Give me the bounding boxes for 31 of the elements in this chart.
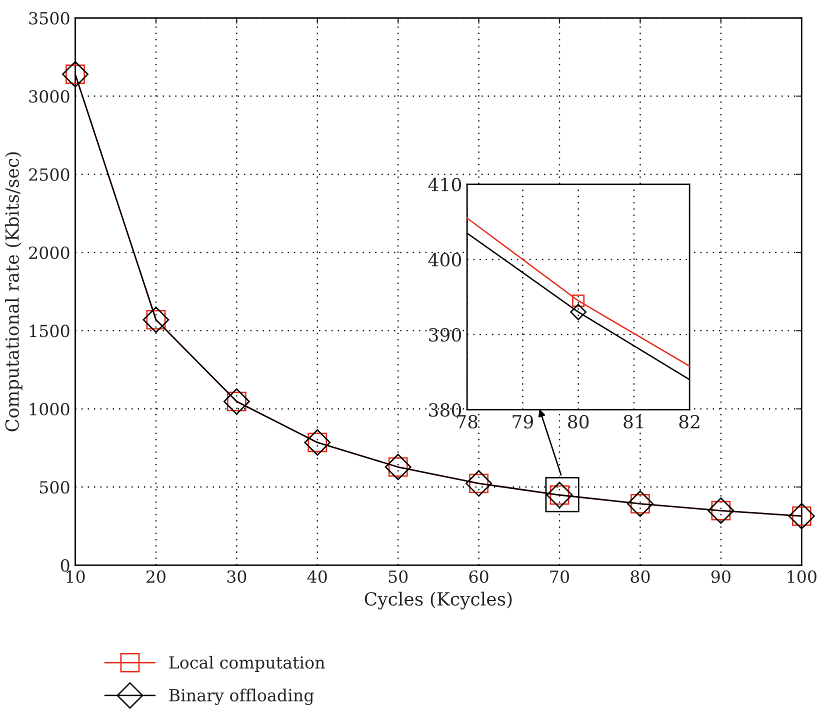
y-tick-label: 1500: [30, 324, 70, 338]
x-tick-label: 60: [469, 570, 488, 583]
y-tick-label: 410: [428, 178, 462, 192]
x-tick-label: 20: [146, 570, 166, 583]
y-axis-title: Computational rate (Kbits/sec): [4, 152, 22, 432]
y-tick-label: 2000: [29, 246, 70, 260]
y-tick-label: 390: [429, 328, 462, 342]
y-tick-label: 2500: [29, 168, 70, 181]
y-tick-label: 3500: [29, 12, 70, 25]
x-tick-label: 82: [679, 414, 700, 429]
x-tick-label: 10: [66, 570, 85, 583]
x-tick-label: 30: [227, 570, 246, 583]
y-tick-label: 500: [40, 480, 70, 494]
x-tick-label: 79: [512, 414, 533, 429]
x-tick-label: 81: [624, 414, 643, 429]
x-tick-label: 100: [788, 570, 816, 583]
x-tick-label: 80: [568, 414, 589, 429]
x-tick-label: 78: [457, 414, 478, 429]
x-tick-label: 70: [550, 570, 570, 583]
y-tick-label: 1000: [30, 402, 70, 416]
legend-label: Binary offloading: [169, 688, 314, 705]
x-tick-label: 50: [388, 570, 408, 583]
x-tick-label: 90: [711, 570, 730, 583]
y-tick-label: 0: [60, 559, 70, 572]
x-tick-label: 80: [630, 570, 650, 583]
legend-label: Local computation: [169, 656, 325, 672]
y-tick-label: 400: [428, 252, 462, 267]
x-axis-title: Cycles (Kcycles): [364, 592, 512, 610]
x-tick-label: 40: [307, 570, 327, 583]
y-tick-label: 3000: [29, 90, 70, 103]
y-tick-label: 380: [429, 403, 462, 417]
